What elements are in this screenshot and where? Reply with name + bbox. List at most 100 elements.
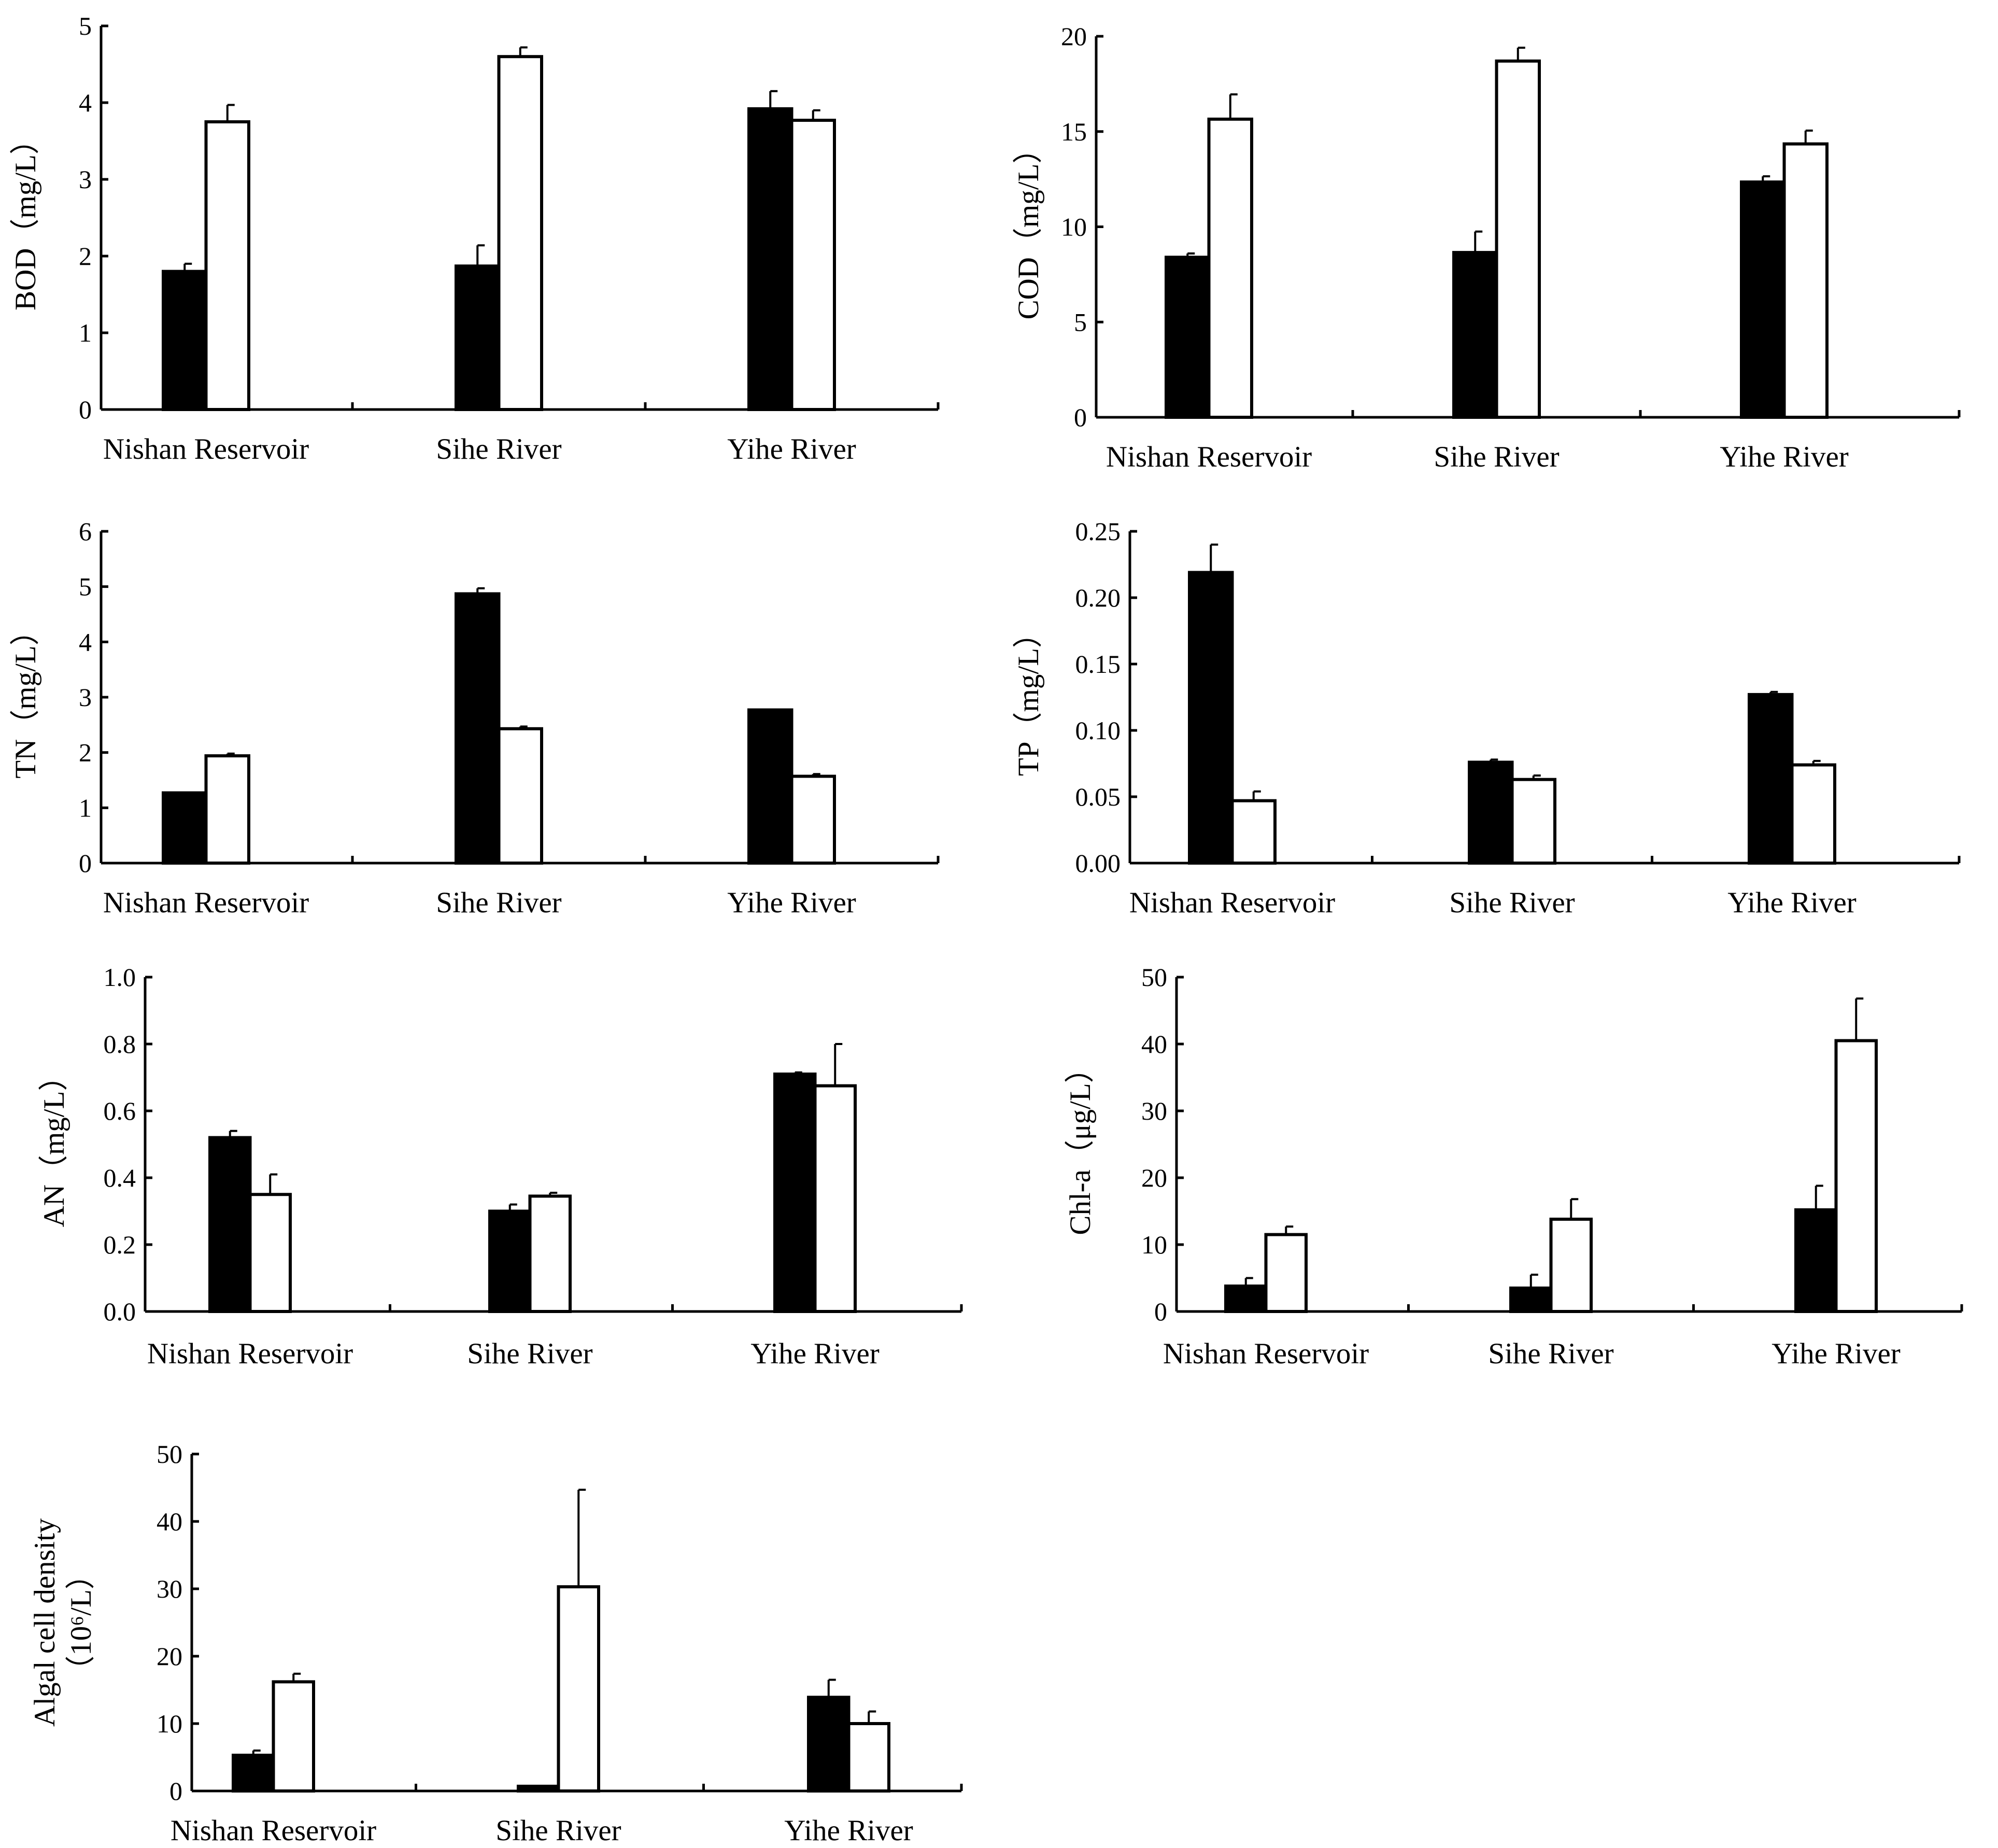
panel-cod: 0 5 10 15 20 Nishan Reservoir Sihe River Yihe R…	[1012, 22, 1961, 473]
y-tick-label-tp-4: 0.20	[1075, 583, 1121, 612]
y-axis-title-cod: COD（mg/L）	[1012, 134, 1045, 320]
category-label-bod-0: Nishan Reservoir	[103, 433, 309, 465]
y-tick-label-an-2: 0.4	[104, 1163, 136, 1192]
y-tick-label-an-0: 0.0	[104, 1297, 136, 1326]
category-label-bod-1: Sihe River	[436, 433, 561, 465]
y-tick-label-an-1: 0.2	[104, 1230, 136, 1259]
y-tick-label-bod-5: 5	[79, 11, 92, 40]
y-axis-unit-algal: （10⁶/L）	[65, 1560, 97, 1685]
y-tick-label-cod-2: 10	[1061, 213, 1087, 242]
category-label-algal-0: Nishan Reservoir	[171, 1814, 376, 1847]
bar-chla-s2-2	[1834, 1039, 1878, 1314]
category-label-an-0: Nishan Reservoir	[147, 1337, 353, 1370]
y-tick-label-tn-4: 4	[79, 627, 92, 656]
bar-chla-s2-1	[1549, 1217, 1593, 1313]
y-tick-label-algal-2: 20	[157, 1642, 182, 1671]
bar-chla-s1-2	[1794, 1208, 1838, 1313]
y-tick-label-algal-4: 40	[157, 1507, 182, 1536]
bar-tp-s2-0	[1230, 799, 1277, 865]
bar-bod-s1-0	[162, 270, 208, 411]
y-tick-label-algal-3: 30	[157, 1574, 182, 1603]
y-tick-label-an-4: 0.8	[104, 1029, 136, 1059]
bar-an-s2-2	[813, 1084, 857, 1313]
bar-an-s1-0	[208, 1136, 252, 1314]
bar-tn-s2-2	[790, 774, 836, 865]
category-label-bod-2: Yihe River	[727, 433, 856, 465]
category-label-an-1: Sihe River	[467, 1337, 592, 1370]
category-label-tp-0: Nishan Reservoir	[1129, 886, 1335, 919]
panel-bod: 0 1 2 3 4 5 Nishan Reservoir Sihe River Yihe Riv…	[9, 11, 940, 465]
bar-tp-s1-0	[1188, 571, 1234, 865]
bar-cod-s2-0	[1207, 117, 1253, 419]
bar-bod-s1-2	[747, 107, 793, 411]
bar-algal-s1-0	[232, 1754, 275, 1793]
y-tick-label-tp-2: 0.10	[1075, 716, 1121, 745]
y-tick-label-an-5: 1.0	[104, 963, 136, 992]
y-axis-title-bod: BOD（mg/L）	[9, 125, 42, 311]
bar-tn-s2-1	[497, 727, 543, 865]
bar-tp-s2-1	[1510, 778, 1556, 865]
y-tick-label-an-3: 0.6	[104, 1096, 136, 1125]
category-label-algal-1: Sihe River	[495, 1814, 621, 1847]
category-label-chla-0: Nishan Reservoir	[1163, 1337, 1369, 1370]
bar-tn-s1-2	[747, 708, 793, 865]
bar-tn-s1-0	[162, 791, 208, 865]
panel-tn: 0 1 2 3 4 5 6 Nishan Reservoir Sihe River Yihe Ri…	[9, 517, 940, 919]
y-tick-label-cod-3: 15	[1061, 117, 1087, 146]
y-tick-label-chla-4: 40	[1141, 1029, 1167, 1059]
y-tick-label-algal-0: 0	[169, 1776, 182, 1805]
bar-tn-s1-1	[455, 592, 501, 865]
bar-algal-s2-2	[847, 1722, 890, 1793]
y-tick-label-chla-2: 20	[1141, 1163, 1167, 1192]
bar-algal-s2-0	[272, 1680, 315, 1793]
bar-tn-s2-0	[204, 754, 250, 865]
y-tick-label-tn-0: 0	[79, 849, 92, 878]
category-label-tn-0: Nishan Reservoir	[103, 886, 309, 919]
category-label-tn-1: Sihe River	[436, 886, 561, 919]
y-tick-label-cod-1: 5	[1074, 307, 1087, 336]
bar-bod-s2-0	[204, 120, 250, 411]
y-tick-label-tn-5: 5	[79, 572, 92, 601]
y-tick-label-cod-4: 20	[1061, 22, 1087, 51]
y-tick-label-tp-0: 0.00	[1075, 849, 1121, 878]
bar-tp-s2-2	[1790, 763, 1836, 865]
y-tick-label-tn-3: 3	[79, 683, 92, 712]
category-label-tp-1: Sihe River	[1449, 886, 1575, 919]
bar-cod-s2-1	[1495, 59, 1541, 419]
bar-chla-s1-0	[1224, 1284, 1268, 1313]
bar-an-s2-0	[248, 1193, 292, 1313]
bar-cod-s2-2	[1782, 142, 1829, 419]
panel-algal: 0 10 20 30 40 50 Nishan Reservoir Sihe River Yih…	[29, 1440, 963, 1847]
y-tick-label-bod-4: 4	[79, 88, 92, 117]
y-tick-label-bod-0: 0	[79, 395, 92, 424]
y-tick-label-chla-3: 30	[1141, 1096, 1167, 1125]
category-label-chla-1: Sihe River	[1488, 1337, 1613, 1370]
y-axis-title-an: AN（mg/L）	[38, 1062, 70, 1228]
y-tick-label-tn-6: 6	[79, 517, 92, 546]
y-tick-label-tp-5: 0.25	[1075, 517, 1121, 546]
y-axis-title-tp: TP（mg/L）	[1012, 618, 1045, 776]
y-tick-label-chla-0: 0	[1154, 1297, 1167, 1326]
y-tick-label-algal-1: 10	[157, 1709, 182, 1738]
y-axis-title-algal: Algal cell density	[29, 1518, 61, 1727]
y-tick-label-chla-1: 10	[1141, 1230, 1167, 1259]
y-tick-label-cod-0: 0	[1074, 403, 1087, 432]
category-label-algal-2: Yihe River	[784, 1814, 913, 1847]
panel-an: 0.0 0.2 0.4 0.6 0.8 1.0 Nishan Reservoir Sihe R…	[38, 963, 963, 1370]
y-tick-label-tn-2: 2	[79, 738, 92, 767]
bar-algal-s1-2	[807, 1696, 851, 1793]
category-label-chla-2: Yihe River	[1772, 1337, 1901, 1370]
bar-chla-s2-0	[1264, 1233, 1308, 1313]
y-tick-label-bod-1: 1	[79, 318, 92, 347]
y-tick-label-bod-2: 2	[79, 242, 92, 271]
bar-tp-s1-1	[1468, 760, 1514, 865]
category-label-cod-0: Nishan Reservoir	[1106, 441, 1312, 473]
bar-chla-s1-1	[1509, 1286, 1553, 1314]
bar-an-s2-1	[528, 1194, 572, 1314]
category-label-tp-2: Yihe River	[1727, 886, 1857, 919]
bar-algal-s2-1	[557, 1585, 600, 1793]
category-label-tn-2: Yihe River	[727, 886, 856, 919]
bar-cod-s1-1	[1452, 251, 1498, 419]
category-label-an-2: Yihe River	[750, 1337, 880, 1370]
